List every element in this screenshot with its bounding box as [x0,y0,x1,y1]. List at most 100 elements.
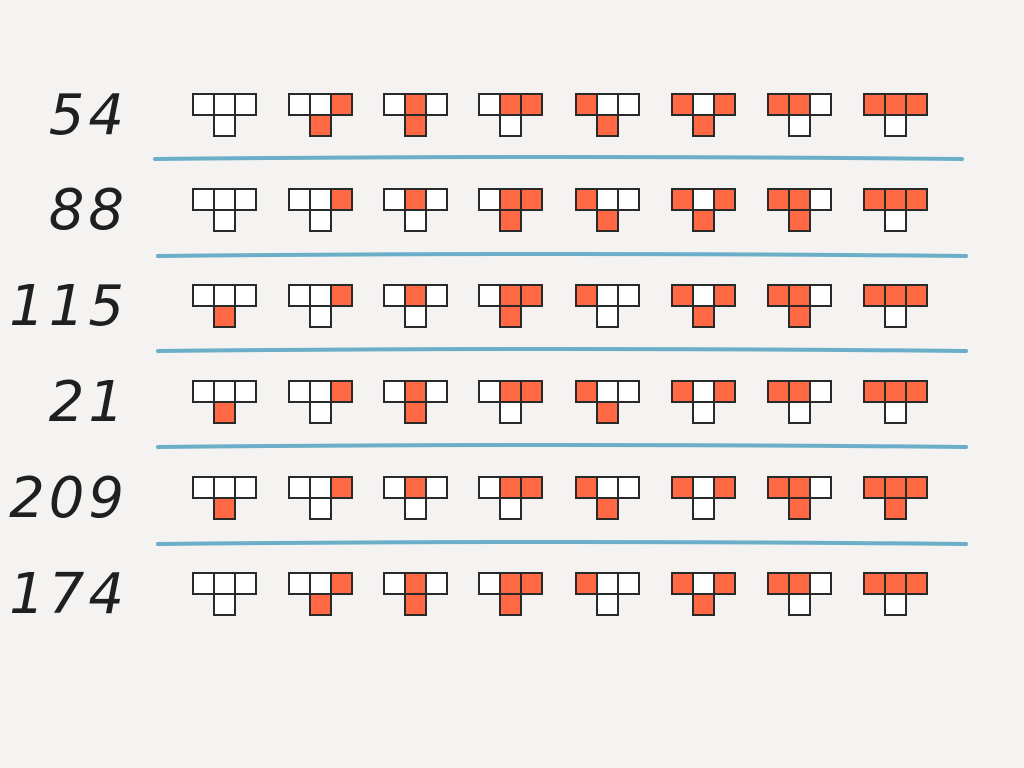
cell-top-left [478,476,501,499]
cell-top-right [713,476,736,499]
cell-top-middle [404,476,427,499]
row-labels: 54 88 115 21 209 174 [9,83,128,627]
t-block [192,572,257,616]
cell-top-middle [788,284,811,307]
t-block [863,380,928,424]
cell-top-right [520,572,543,595]
cell-top-left [575,476,598,499]
cell-top-middle [213,572,236,595]
cell-top-middle [499,188,522,211]
cell-top-right [617,572,640,595]
cell-top-right [809,572,832,595]
t-block [863,572,928,616]
cell-top-middle [404,380,427,403]
cell-top-left [863,476,886,499]
cell-bottom [213,593,236,616]
cell-top-right [425,188,448,211]
t-block [671,188,736,232]
cell-bottom [692,497,715,520]
cell-top-left [767,188,790,211]
cell-bottom [213,401,236,424]
cell-top-left [863,284,886,307]
t-block [288,93,353,137]
cell-top-right [809,93,832,116]
cell-bottom [309,401,332,424]
cell-bottom [309,497,332,520]
cell-top-right [713,93,736,116]
cell-top-left [478,284,501,307]
cell-top-right [330,380,353,403]
cell-top-middle [499,284,522,307]
row-value-label: 115 [9,274,128,339]
cell-top-middle [404,93,427,116]
cell-bottom [884,209,907,232]
cell-top-middle [788,93,811,116]
t-block [383,380,448,424]
t-block [383,572,448,616]
cell-top-right [330,572,353,595]
cell-top-right [330,93,353,116]
cell-top-right [905,572,928,595]
cell-top-left [863,93,886,116]
cell-top-left [288,476,311,499]
t-block [767,572,832,616]
cell-top-middle [213,93,236,116]
cell-top-left [671,572,694,595]
cell-bottom [788,593,811,616]
cell-bottom [596,401,619,424]
cell-top-left [575,284,598,307]
cell-top-middle [213,284,236,307]
cell-bottom [788,497,811,520]
t-block [575,284,640,328]
cell-top-right [713,284,736,307]
cell-top-middle [309,380,332,403]
t-block [575,188,640,232]
cell-top-right [234,476,257,499]
cell-top-middle [692,188,715,211]
cell-top-middle [692,476,715,499]
cell-top-right [809,380,832,403]
cell-top-right [425,572,448,595]
cell-top-left [383,284,406,307]
cell-top-left [478,188,501,211]
cell-bottom [309,305,332,328]
row-separator-line [156,540,968,546]
cell-bottom [499,209,522,232]
cell-top-middle [596,93,619,116]
cell-top-left [671,188,694,211]
cell-bottom [884,305,907,328]
t-block [478,572,543,616]
cell-top-right [234,188,257,211]
cell-top-left [671,380,694,403]
cell-top-right [330,188,353,211]
cell-top-right [520,188,543,211]
t-block [671,380,736,424]
cell-top-right [425,476,448,499]
cell-top-right [617,188,640,211]
cell-top-middle [596,284,619,307]
cell-top-right [809,188,832,211]
cell-top-left [767,284,790,307]
cell-top-left [863,572,886,595]
cell-top-left [288,380,311,403]
cell-bottom [499,305,522,328]
cell-top-right [425,93,448,116]
cell-top-left [575,380,598,403]
cell-top-middle [213,380,236,403]
t-block [863,476,928,520]
cell-bottom [596,305,619,328]
cell-bottom [213,209,236,232]
cell-bottom [788,305,811,328]
cell-top-middle [596,188,619,211]
cell-top-left [383,476,406,499]
row-separator-line [156,347,968,353]
cell-top-middle [499,572,522,595]
t-block [478,93,543,137]
cell-top-right [234,380,257,403]
cell-top-right [617,93,640,116]
cell-top-left [767,93,790,116]
t-block [478,476,543,520]
cell-bottom [692,401,715,424]
cell-top-right [905,476,928,499]
t-block [671,93,736,137]
